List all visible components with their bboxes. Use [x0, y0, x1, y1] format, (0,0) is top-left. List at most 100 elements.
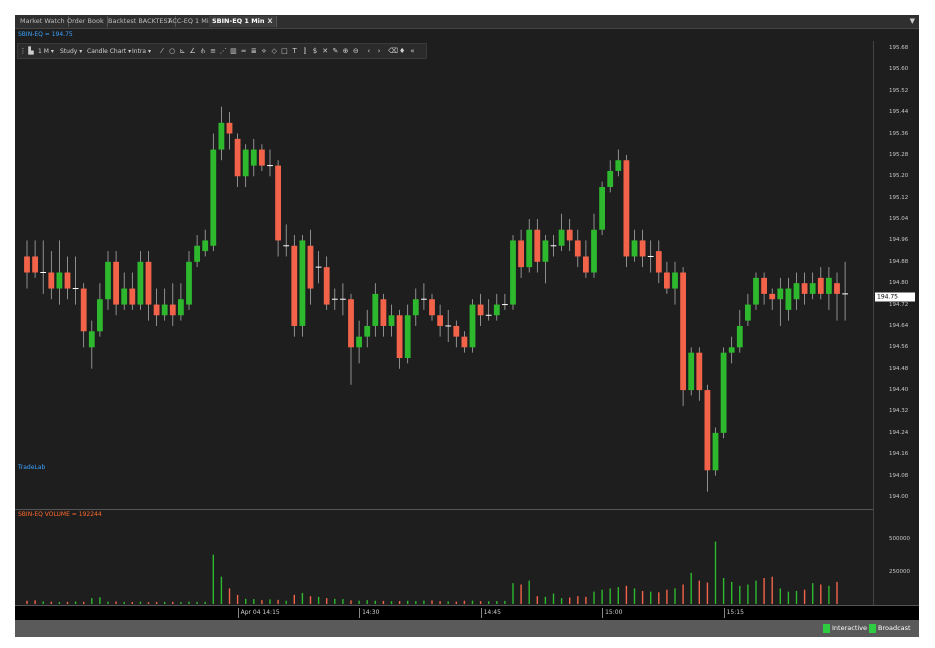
candle-body	[388, 315, 395, 326]
channel-icon[interactable]: ⋰	[219, 47, 227, 55]
candle-body	[242, 149, 249, 177]
candle-body	[412, 299, 419, 316]
volume-bar	[447, 601, 449, 604]
lines-icon[interactable]: ≣	[250, 47, 257, 55]
time-tick-label: 14:30	[359, 608, 379, 618]
candle-body	[380, 299, 387, 326]
candle-body	[672, 272, 678, 289]
candle-body	[817, 277, 824, 294]
bars-icon[interactable]: ▥	[230, 47, 237, 55]
zoom-in-icon[interactable]: ⊕	[342, 47, 349, 55]
volume-bar	[358, 600, 360, 604]
candle-body	[105, 261, 111, 300]
interactive-status[interactable]: Interactive	[823, 623, 867, 634]
candle-body	[145, 261, 152, 305]
cross-icon[interactable]: ✕	[322, 47, 329, 55]
last-price-marker: 194.75	[875, 292, 915, 302]
hlines-icon[interactable]: ≡	[210, 47, 216, 55]
pitchfork-icon[interactable]: ⫛	[200, 47, 205, 55]
volume-bar	[682, 584, 684, 604]
study-dropdown[interactable]: Study ▾	[60, 48, 83, 55]
pen-icon[interactable]: ✎	[332, 47, 339, 55]
intra-dropdown[interactable]: Intra ▾	[132, 48, 151, 55]
rect-icon[interactable]: □	[281, 47, 288, 55]
volume-bar	[520, 584, 522, 604]
candle-body	[186, 261, 192, 305]
candle-body	[348, 299, 354, 348]
mark-icon[interactable]: ⫿	[303, 47, 306, 55]
candle-body	[226, 122, 233, 134]
angle-icon[interactable]: ∠	[189, 47, 196, 55]
chart-type-dropdown[interactable]: Candle Chart ▾	[87, 48, 132, 55]
candle-body	[372, 293, 379, 326]
candle-body	[534, 229, 541, 262]
equal-icon[interactable]: ═	[241, 47, 246, 55]
candle-body	[785, 288, 792, 310]
scroll-right-icon[interactable]: ›	[377, 47, 381, 55]
volume-bar	[463, 600, 466, 604]
volume-bar	[269, 599, 271, 604]
candle-body	[510, 240, 516, 305]
scroll-left-icon[interactable]: ‹	[367, 47, 371, 55]
volume-bar	[633, 588, 636, 604]
arc-icon[interactable]: ◇	[271, 47, 277, 55]
volume-label: SBIN-EQ VOLUME = 192244	[18, 511, 102, 518]
volume-bar	[212, 554, 214, 604]
candle-body	[437, 315, 443, 326]
chart-icon[interactable]: ▙	[28, 47, 34, 55]
volume-bar	[309, 596, 312, 604]
tab-sbin-eq[interactable]: SBIN-EQ 1 Min X	[209, 16, 277, 27]
volume-bar	[180, 602, 182, 604]
volume-bar	[99, 597, 101, 604]
candle-body	[234, 138, 241, 177]
volume-bar	[795, 591, 798, 604]
fib-icon[interactable]: ⊾	[179, 47, 186, 55]
interval-label: 1 M	[38, 48, 49, 55]
chart-window: Market Watch Order Book Backtest BACKTES…	[15, 15, 919, 637]
dollar-icon[interactable]: $	[312, 47, 318, 55]
broadcast-status[interactable]: Broadcast	[869, 623, 911, 634]
candle-body	[202, 240, 209, 252]
time-tick-label: 14:45	[480, 608, 501, 618]
trendline-icon[interactable]: ⁄	[161, 47, 163, 55]
text-icon[interactable]: T	[292, 47, 297, 55]
tab-market-watch[interactable]: Market Watch	[17, 16, 69, 27]
eraser-icon[interactable]: ⌫	[388, 47, 398, 55]
collapse-icon[interactable]: «	[410, 47, 415, 55]
price-tick-label: 195.36	[889, 130, 909, 137]
pane-divider[interactable]	[15, 509, 873, 510]
volume-bar	[431, 600, 433, 604]
fill-icon[interactable]: ♦	[399, 47, 406, 55]
volume-bar	[690, 572, 692, 604]
interval-dropdown[interactable]: 1 M ▾	[38, 48, 54, 55]
price-tick-label: 195.12	[889, 194, 909, 201]
price-tick-label: 194.72	[889, 301, 909, 308]
circle-icon[interactable]: ○	[169, 47, 176, 55]
caret-down-icon[interactable]: ▼	[909, 17, 915, 25]
candle-body	[526, 229, 533, 268]
volume-bar	[544, 596, 547, 604]
zoom-out-icon[interactable]: ⊖	[352, 47, 359, 55]
candle-body	[704, 390, 711, 471]
price-chart[interactable]	[15, 15, 919, 605]
volume-bar	[601, 589, 603, 604]
candle-body	[153, 304, 160, 316]
grip-icon[interactable]: ⋮	[19, 47, 27, 55]
candle-body	[664, 272, 670, 289]
volume-bar	[155, 602, 158, 604]
volume-bar	[828, 585, 830, 604]
volume-bar	[374, 600, 376, 604]
volume-bar	[261, 600, 263, 604]
volume-bar	[747, 584, 749, 604]
volume-bar	[787, 591, 790, 604]
close-icon[interactable]: X	[267, 17, 273, 25]
chart-type-label: Candle Chart	[87, 48, 127, 55]
volume-bar	[496, 601, 498, 604]
tab-order-book[interactable]: Order Book	[64, 16, 108, 27]
volume-bar	[731, 581, 733, 604]
candle-body	[56, 272, 63, 289]
tab-backtest[interactable]: Backtest BACKTEST	[105, 16, 176, 27]
candle-body	[639, 240, 646, 257]
fan-icon[interactable]: ⟡	[261, 47, 267, 55]
volume-bar	[504, 600, 506, 604]
